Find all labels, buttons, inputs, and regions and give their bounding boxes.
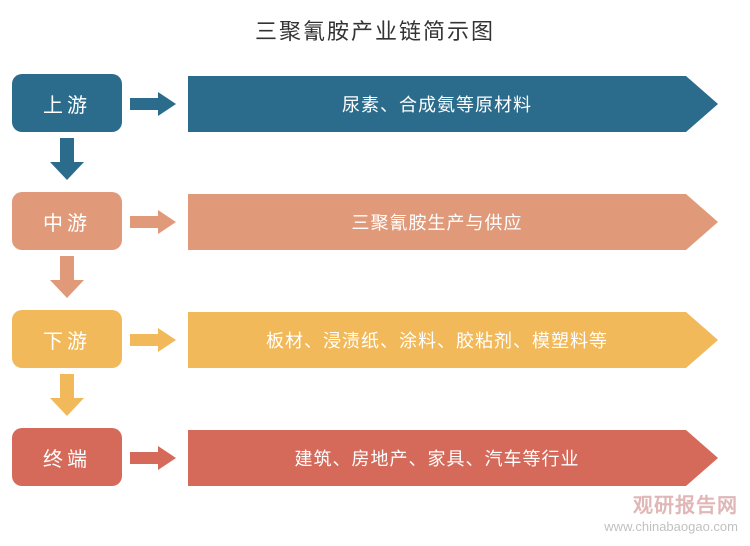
content-band-upstream: 尿素、合成氨等原材料: [188, 76, 718, 132]
arrow-down-icon: [52, 374, 82, 418]
content-band-midstream: 三聚氰胺生产与供应: [188, 194, 718, 250]
content-label: 板材、浸渍纸、涂料、胶粘剂、模塑料等: [266, 327, 608, 353]
stage-label: 下游: [43, 325, 91, 354]
flow-row-midstream: 中游 三聚氰胺生产与供应: [0, 184, 750, 260]
stage-box-midstream: 中游: [12, 192, 122, 250]
arrow-down-icon: [52, 138, 82, 182]
content-label: 三聚氰胺生产与供应: [352, 209, 523, 235]
stage-label: 终端: [43, 443, 91, 472]
arrow-right-icon: [130, 333, 180, 347]
arrow-right-icon: [130, 97, 180, 111]
stage-box-downstream: 下游: [12, 310, 122, 368]
stage-label: 上游: [43, 89, 91, 118]
content-label: 建筑、房地产、家具、汽车等行业: [295, 445, 580, 471]
stage-box-terminal: 终端: [12, 428, 122, 486]
flow-row-terminal: 终端 建筑、房地产、家具、汽车等行业: [0, 420, 750, 496]
content-label: 尿素、合成氨等原材料: [342, 91, 532, 117]
content-band-terminal: 建筑、房地产、家具、汽车等行业: [188, 430, 718, 486]
flow-chart: 上游 尿素、合成氨等原材料 中游 三聚氰胺生产与供应: [0, 0, 750, 546]
content-band-downstream: 板材、浸渍纸、涂料、胶粘剂、模塑料等: [188, 312, 718, 368]
stage-box-upstream: 上游: [12, 74, 122, 132]
arrow-down-icon: [52, 256, 82, 300]
arrow-right-icon: [130, 215, 180, 229]
flow-row-upstream: 上游 尿素、合成氨等原材料: [0, 66, 750, 142]
arrow-right-icon: [130, 451, 180, 465]
flow-row-downstream: 下游 板材、浸渍纸、涂料、胶粘剂、模塑料等: [0, 302, 750, 378]
stage-label: 中游: [43, 207, 91, 236]
